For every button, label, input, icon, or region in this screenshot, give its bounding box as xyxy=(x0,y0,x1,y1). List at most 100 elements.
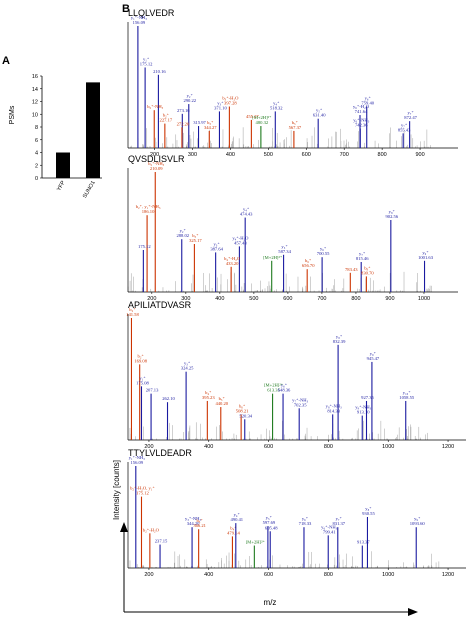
spectrum-x-tick-label: 800 xyxy=(378,152,387,158)
spectrum-4: TTYLVLDEADR 200 400 600 800 1000 1200 y₁⁺-NH₃15… xyxy=(127,448,466,578)
peak-label: 288.02 xyxy=(176,233,189,238)
peptide-sequence: LLQLVEDR xyxy=(128,8,175,18)
mz-axis-arrow-icon xyxy=(408,608,418,616)
peak-label: b₆⁺ xyxy=(239,403,246,408)
intensity-axis-arrow-icon xyxy=(120,522,128,532)
peak-label: y₄⁺ xyxy=(273,100,280,105)
peak-label: 440.20 xyxy=(215,401,228,406)
peak-label: 490.41 xyxy=(230,517,243,522)
psm-category-label: SUNO1 xyxy=(82,180,97,199)
peak-label: 742.36 xyxy=(355,122,368,127)
spectrum-x-tick-label: 600 xyxy=(264,444,273,450)
noise-peaks xyxy=(129,420,428,440)
peak-label: y₆⁺-NH₃ xyxy=(321,524,337,529)
psm-category-label: YFP xyxy=(56,180,67,193)
peak-label: b₄⁺-H₂O xyxy=(224,256,241,261)
peak-label: 913.10 xyxy=(357,410,370,415)
spectrum-x-tick-label: 1000 xyxy=(418,296,430,302)
psm-y-tick-label: 4 xyxy=(35,151,38,157)
peak-label: y₄⁺ xyxy=(243,207,250,212)
peak-label: b₃⁺ xyxy=(207,120,214,125)
peak-label: 700.55 xyxy=(317,251,330,256)
peak-label: 175.12 xyxy=(140,61,153,66)
psm-y-tick-label: 2 xyxy=(35,163,38,169)
peak-label: 1093.60 xyxy=(410,521,426,526)
peak-label: 207.13 xyxy=(146,388,159,393)
spectrum-x-tick-label: 800 xyxy=(324,572,333,578)
psm-y-tick-label: 10 xyxy=(32,112,38,118)
peak-label: b₅⁺ xyxy=(292,120,299,125)
peak-label: b₂⁺, y₁⁺-NH₃ xyxy=(136,204,161,210)
peak-label: b₃⁺ xyxy=(196,518,203,523)
psm-y-tick-label: 8 xyxy=(35,125,38,131)
peak-label: b₂⁺-H₂O, y₁⁺ xyxy=(130,486,155,492)
peak-label: y₉⁺ xyxy=(370,351,377,356)
peak-label: 156.09 xyxy=(130,460,143,465)
spectrum-x-tick-label: 200 xyxy=(150,152,159,158)
peak-label: 741.64 xyxy=(355,109,368,114)
peak-label: 656.70 xyxy=(302,263,315,268)
peak-label: 567.37 xyxy=(289,125,302,130)
peak-label: 344.20 xyxy=(187,521,200,526)
panel-b-letter: B xyxy=(122,3,130,15)
peak-label: y₈⁺ xyxy=(389,209,396,214)
peak-label: y₅⁺ xyxy=(316,108,323,113)
peak-label: 156.09 xyxy=(133,20,146,25)
peak-label: y₆⁺-NH₃ xyxy=(353,117,369,122)
spectrum-x-tick-label: 700 xyxy=(340,152,349,158)
peak-label: 927.35 xyxy=(361,395,374,400)
peak-label: 508.21 xyxy=(236,408,249,413)
panel-a-letter: A xyxy=(2,55,10,67)
psm-bar xyxy=(56,152,70,178)
spectrum-x-tick-label: 600 xyxy=(283,296,292,302)
peak-label: y₄⁺ xyxy=(234,512,241,517)
peak-label: 395.23 xyxy=(202,395,215,400)
noise-peaks xyxy=(129,551,440,568)
peak-label: 520.34 xyxy=(239,413,252,418)
peak-label: 210.16 xyxy=(153,69,166,74)
peak-label: b₂⁺-NH₃ xyxy=(148,161,164,166)
peak-label: b₂⁺ xyxy=(129,307,136,312)
spectrum-x-tick-label: 800 xyxy=(351,296,360,302)
peak-label: 480.32 xyxy=(256,120,269,125)
peak-label: 457.43 xyxy=(234,240,247,245)
spectrum-x-tick-label: 900 xyxy=(415,152,424,158)
spectrum-x-tick-label: 1200 xyxy=(442,444,454,450)
spectrum-x-tick-label: 200 xyxy=(144,444,153,450)
peptide-sequence: APILIATDVASR xyxy=(128,300,192,310)
peak-label: b₂⁺-NH₃ xyxy=(147,104,163,109)
peak-label: y₁₀⁺ xyxy=(403,390,411,395)
psm-bar-chart: PSMs 0 2 4 6 8 10 12 14 16 YFP SUNO1 xyxy=(9,74,102,199)
peak-label: y₆⁺ xyxy=(302,516,309,521)
intensity-axis-label: Intensity [counts] xyxy=(112,460,121,520)
peak-label: y₁⁺-NH₃ xyxy=(129,455,145,460)
spectrum-x-tick-label: 800 xyxy=(324,444,333,450)
peak-label: y₉⁺ xyxy=(422,250,429,255)
peak-label: 648.36 xyxy=(278,388,291,393)
peak-label: 479.14 xyxy=(227,530,240,535)
peak-label: 262.10 xyxy=(162,396,175,401)
spectrum-x-tick-label: 400 xyxy=(204,572,213,578)
peak-label: 1001.63 xyxy=(418,255,434,260)
peak-label: y₉⁺ xyxy=(414,516,421,521)
peak-label: b₂⁺-H₂O xyxy=(143,527,160,532)
peak-label: 1058.55 xyxy=(399,395,415,400)
peak-label: b₂⁺ xyxy=(163,113,170,118)
peak-label: 702.35 xyxy=(294,402,307,407)
peptide-sequence: TTYLVLDEADR xyxy=(128,448,192,458)
peak-label: 387.64 xyxy=(210,246,223,251)
spectrum-x-tick-label: 400 xyxy=(215,296,224,302)
peak-label: 433.20 xyxy=(226,261,239,266)
peak-label: b₄⁺ xyxy=(230,525,237,530)
peak-label: [M+2H]²⁺ xyxy=(263,255,283,260)
spectrum-x-tick-label: 600 xyxy=(264,572,273,578)
peak-label: y₇⁺ xyxy=(401,122,408,127)
peak-label: 631.40 xyxy=(313,113,326,118)
spectrum-x-tick-label: 200 xyxy=(147,296,156,302)
peak-label: 227.17 xyxy=(160,118,173,123)
peak-label: y₃⁺ xyxy=(213,241,220,246)
psm-y-tick-label: 0 xyxy=(35,176,38,182)
peak-label: 210.09 xyxy=(150,166,163,171)
